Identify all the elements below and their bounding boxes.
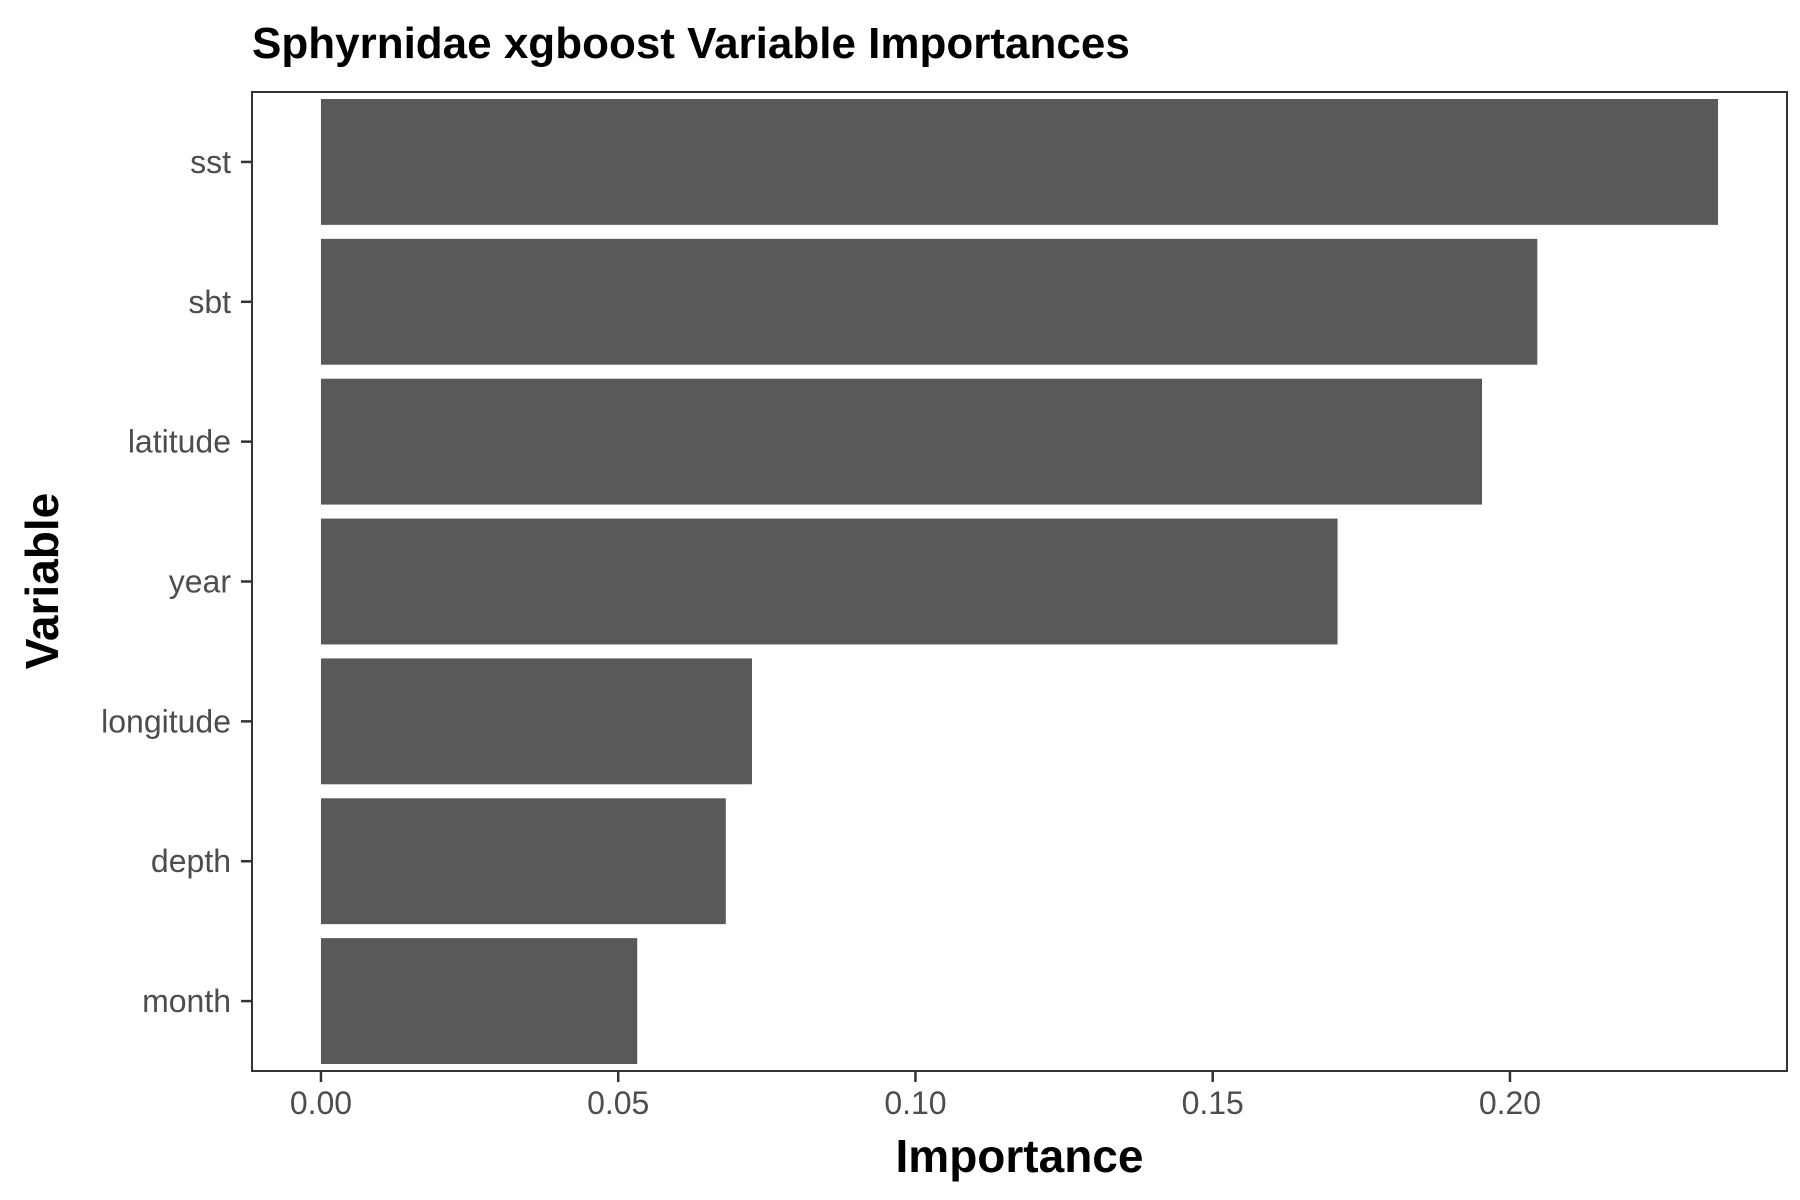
bar-latitude — [320, 378, 1483, 505]
bar-sst — [320, 98, 1719, 225]
y-axis-title: Variable — [16, 493, 68, 669]
y-tick-label: year — [169, 564, 232, 600]
y-tick-label: longitude — [101, 703, 231, 739]
x-axis-title: Importance — [896, 1130, 1144, 1182]
bar-month — [320, 938, 638, 1065]
y-tick-label: latitude — [128, 424, 231, 460]
y-tick-label: month — [142, 983, 231, 1019]
x-tick-label: 0.05 — [587, 1085, 649, 1121]
y-tick-label: depth — [151, 843, 231, 879]
y-tick-label: sst — [190, 144, 231, 180]
x-tick-label: 0.20 — [1479, 1085, 1541, 1121]
chart-title: Sphyrnidae xgboost Variable Importances — [252, 19, 1130, 68]
bars-layer — [320, 98, 1719, 1065]
bar-longitude — [320, 658, 752, 785]
x-tick-label: 0.15 — [1182, 1085, 1244, 1121]
y-axis: sst sbt latitude year longitude depth month — [101, 144, 252, 1019]
y-tick-label: sbt — [188, 284, 231, 320]
x-tick-label: 0.00 — [290, 1085, 352, 1121]
x-axis: 0.00 0.05 0.10 0.15 0.20 — [290, 1071, 1541, 1121]
x-tick-label: 0.10 — [884, 1085, 946, 1121]
bar-sbt — [320, 238, 1538, 365]
bar-depth — [320, 798, 726, 925]
bar-year — [320, 518, 1338, 645]
